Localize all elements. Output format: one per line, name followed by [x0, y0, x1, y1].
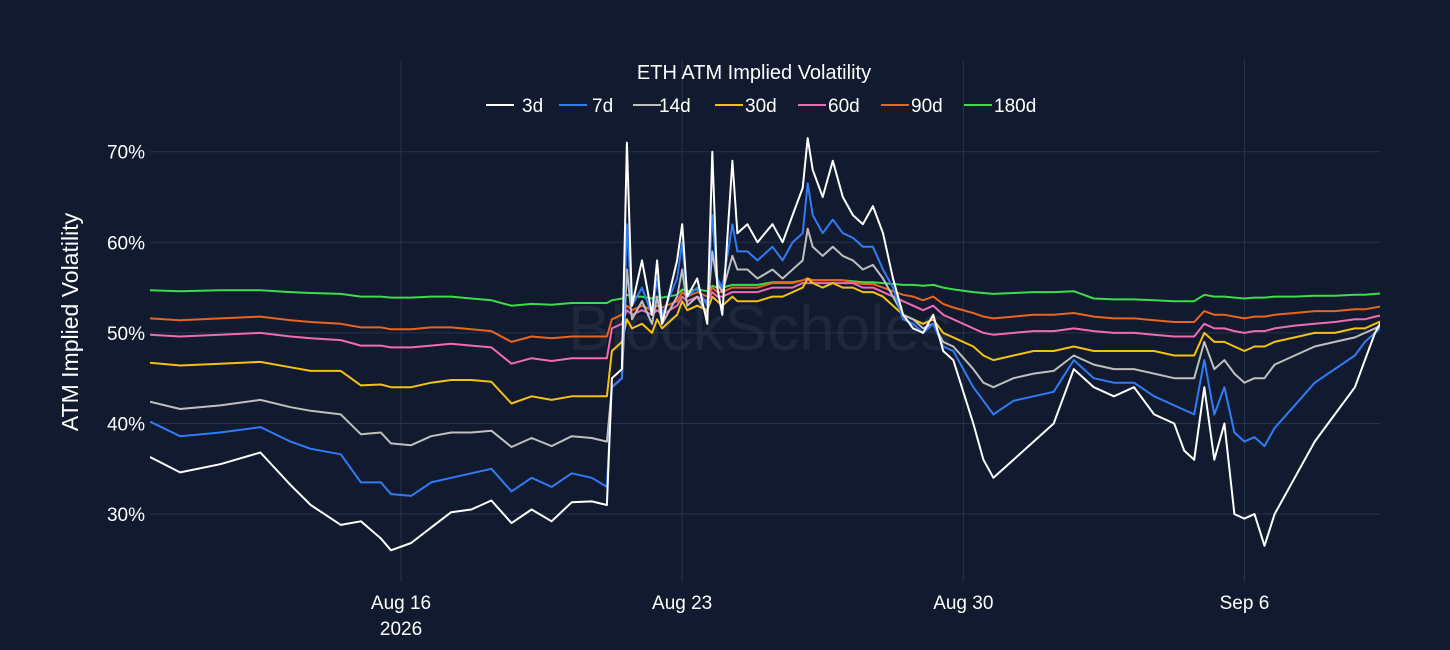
legend: 3d 7d 14d 30d 60d 90d 180d: [486, 96, 1036, 117]
y-tick-label: 50%: [107, 324, 145, 345]
y-tick-label: 70%: [107, 143, 145, 164]
legend-label: 60d: [828, 96, 860, 117]
legend-label: 3d: [522, 96, 543, 117]
series-line-7d: [150, 182, 1380, 497]
grid: [150, 60, 1380, 582]
legend-item-60d[interactable]: 60d: [798, 96, 860, 117]
x-tick-label: Aug 30: [933, 593, 993, 614]
legend-item-7d[interactable]: 7d: [559, 96, 613, 117]
legend-item-3d[interactable]: 3d: [486, 96, 543, 117]
y-tick-label: 40%: [107, 414, 145, 435]
legend-item-30d[interactable]: 30d: [715, 96, 777, 117]
y-tick-label: 60%: [107, 233, 145, 254]
series-line-90d: [150, 277, 1380, 343]
legend-item-180d[interactable]: 180d: [964, 96, 1036, 117]
legend-label: 14d: [659, 96, 691, 117]
y-tick-label: 30%: [107, 505, 145, 526]
legend-item-14d[interactable]: 14d: [633, 96, 691, 117]
legend-label: 180d: [994, 96, 1036, 117]
x-tick-label: Sep 6: [1220, 593, 1270, 614]
legend-label: 30d: [745, 96, 777, 117]
legend-label: 7d: [592, 96, 613, 117]
series-line-30d: [150, 277, 1380, 405]
x-tick-label: Aug 23: [652, 593, 712, 614]
x-tick-label: Aug 16: [371, 593, 431, 614]
x-axis-ticks: Aug 16 2026 Aug 23 Aug 30 Sep 6: [371, 593, 1269, 640]
x-tick-year-label: 2026: [380, 619, 422, 640]
series-lines: [150, 137, 1380, 552]
y-axis-ticks: 30% 40% 50% 60% 70%: [107, 143, 145, 526]
chart-title: ETH ATM Implied Volatility: [637, 62, 871, 84]
y-axis-label: ATM Implied Volatility: [57, 212, 83, 431]
series-line-14d: [150, 227, 1380, 448]
legend-item-90d[interactable]: 90d: [881, 96, 943, 117]
series-line-3d: [150, 137, 1380, 552]
legend-label: 90d: [911, 96, 943, 117]
